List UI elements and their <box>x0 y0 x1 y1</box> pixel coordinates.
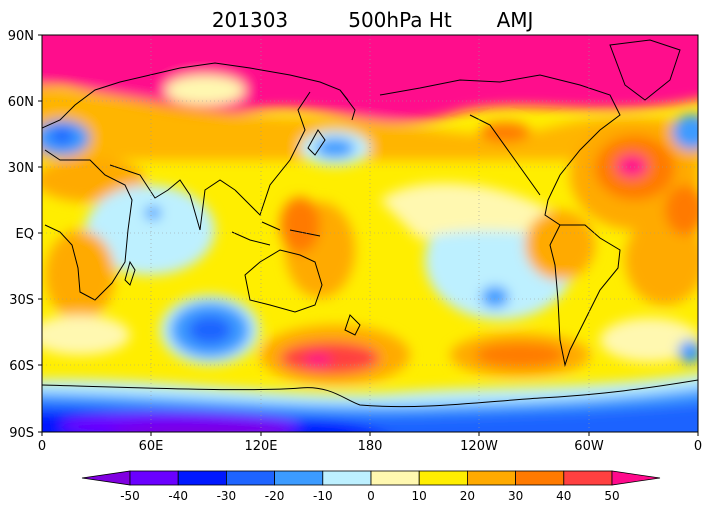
colorbar-tick-label: -40 <box>168 489 188 503</box>
lat-label-90s: 90S <box>9 426 34 441</box>
lon-label-120w: 120W <box>460 439 498 454</box>
title-field: 500hPa Ht <box>348 8 452 32</box>
lon-label-0w: 0 <box>38 439 46 454</box>
colorbar-tick-label: -10 <box>313 489 333 503</box>
colorbar-swatch <box>322 470 372 486</box>
lon-label-60w: 60W <box>574 439 604 454</box>
lat-labels: 90N 60N 30N EQ 30S 60S 90S <box>8 29 34 441</box>
coastlines <box>42 39 698 408</box>
contour-field <box>42 35 698 432</box>
colorbar-tick-label: -20 <box>265 489 285 503</box>
colorbar-tick-label: 30 <box>508 489 523 503</box>
colorbar-min-triangle <box>81 470 131 486</box>
colorbar-swatch <box>177 470 227 486</box>
colorbar-swatch <box>274 470 324 486</box>
colorbar-tick-label: 50 <box>604 489 619 503</box>
lon-labels: 0 60E 120E 180 120W 60W 0 <box>38 439 702 454</box>
colorbar-swatch <box>466 470 516 486</box>
colorbar-swatch <box>370 470 420 486</box>
colorbar-max-triangle <box>611 470 661 486</box>
colorbar-swatch <box>418 470 468 486</box>
colorbar-tick-label: 0 <box>367 489 375 503</box>
lat-label-eq: EQ <box>16 227 34 242</box>
title-date: 201303 <box>212 8 288 32</box>
colorbar-tick-label: 10 <box>412 489 427 503</box>
lon-label-0e: 0 <box>694 439 702 454</box>
chart-title: 201303 500hPa Ht AMJ <box>212 8 534 32</box>
colorbar-swatch <box>129 470 179 486</box>
colorbar-swatch <box>225 470 275 486</box>
colorbar-swatch <box>563 470 613 486</box>
colorbar: -50 -40 -30 -20 -10 0 10 20 30 40 50 <box>81 470 661 503</box>
lon-label-120e: 120E <box>244 439 277 454</box>
colorbar-tick-label: 20 <box>460 489 475 503</box>
lat-label-60s: 60S <box>9 359 34 374</box>
lat-label-60n: 60N <box>8 95 34 110</box>
lon-label-180: 180 <box>358 439 383 454</box>
gridlines <box>42 35 698 432</box>
lon-label-60e: 60E <box>139 439 164 454</box>
lat-label-90n: 90N <box>8 29 34 44</box>
lat-label-30n: 30N <box>8 161 34 176</box>
colorbar-tick-label: -50 <box>120 489 140 503</box>
title-mode: AMJ <box>497 8 534 32</box>
colorbar-swatch <box>515 470 565 486</box>
colorbar-tick-label: 40 <box>556 489 571 503</box>
axis-ticks <box>38 34 699 436</box>
colorbar-tick-label: -30 <box>217 489 237 503</box>
lat-label-30s: 30S <box>9 293 34 308</box>
